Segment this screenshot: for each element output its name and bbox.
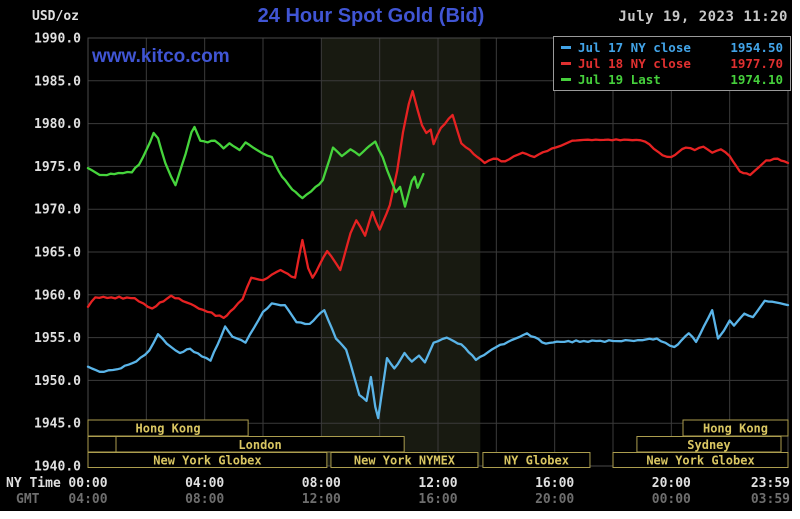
legend-series-value: 1954.50: [730, 39, 783, 55]
legend-series-value: 1974.10: [730, 71, 783, 87]
session-label: Sydney: [687, 438, 730, 452]
y-tick-label: 1950.0: [34, 374, 81, 389]
session-label: London: [238, 438, 281, 452]
legend-series-label: Jul 18 NY close: [578, 55, 691, 71]
session-label: Hong Kong: [136, 422, 201, 436]
x-tick-gmt: 00:00: [652, 492, 691, 507]
session-box: [330, 452, 479, 468]
gmt-axis-label: GMT: [16, 492, 40, 507]
x-tick-gmt: 03:59: [751, 492, 790, 507]
legend-line-swatch: [561, 45, 571, 49]
x-tick-ny-time: 04:00: [185, 476, 224, 491]
legend-row-3: Jul 19 Last 1974.10: [561, 71, 783, 87]
y-tick-label: 1985.0: [34, 74, 81, 89]
legend-series-value: 1977.70: [730, 55, 783, 71]
legend: Jul 17 NY close 1954.50 Jul 18 NY close 197…: [553, 36, 791, 91]
chart-canvas: USD/oz 1990.0 1985.0 1980.0 1975.0 1970.0 1965…: [0, 0, 792, 511]
session-box: [482, 452, 591, 468]
y-tick-label: 1975.0: [34, 160, 81, 175]
y-tick-label: 1940.0: [34, 460, 81, 475]
y-tick-label: 1945.0: [34, 417, 81, 432]
price-line-jul18: [86, 89, 790, 320]
x-tick-gmt: 12:00: [302, 492, 341, 507]
y-tick-label: 1955.0: [34, 331, 81, 346]
x-tick-gmt: 08:00: [185, 492, 224, 507]
legend-line-swatch: [561, 61, 571, 65]
session-label: New York NYMEX: [354, 454, 456, 468]
legend-line-swatch: [561, 77, 571, 81]
y-tick-label: 1980.0: [34, 117, 81, 132]
x-tick-gmt: 20:00: [535, 492, 574, 507]
legend-row-2: Jul 18 NY close 1977.70: [561, 55, 783, 71]
session-label: NY Globex: [504, 454, 569, 468]
session-label: Hong Kong: [703, 422, 768, 436]
x-tick-ny-time: 20:00: [652, 476, 691, 491]
x-tick-gmt: 04:00: [68, 492, 107, 507]
x-tick-gmt: 16:00: [418, 492, 457, 507]
page-title: 24 Hour Spot Gold (Bid): [257, 5, 485, 27]
x-tick-ny-time: 12:00: [418, 476, 457, 491]
y-tick-label: 1960.0: [34, 288, 81, 303]
x-tick-ny-time: 16:00: [535, 476, 574, 491]
session-label: New York Globex: [153, 454, 261, 468]
legend-row-1: Jul 17 NY close 1954.50: [561, 39, 783, 55]
session-box: [612, 452, 789, 468]
legend-series-label: Jul 19 Last: [578, 71, 661, 87]
session-box: [87, 436, 117, 453]
y-tick-label: 1965.0: [34, 246, 81, 261]
price-line-jul19: [86, 125, 425, 208]
legend-series-label: Jul 17 NY close: [578, 39, 691, 55]
ny-time-axis-label: NY Time: [6, 476, 61, 491]
x-tick-ny-time: 08:00: [302, 476, 341, 491]
x-tick-ny-time: 23:59: [751, 476, 790, 491]
y-tick-label: 1990.0: [34, 32, 81, 47]
x-tick-ny-time: 00:00: [68, 476, 107, 491]
price-line-jul17: [86, 299, 790, 420]
kitco-watermark-link[interactable]: www.kitco.com: [92, 46, 230, 67]
datetime-label: July 19, 2023 11:20: [618, 9, 788, 25]
session-box: [87, 452, 328, 468]
y-tick-label: 1970.0: [34, 203, 81, 218]
y-axis-unit-label: USD/oz: [32, 9, 79, 24]
session-label: New York Globex: [646, 454, 754, 468]
